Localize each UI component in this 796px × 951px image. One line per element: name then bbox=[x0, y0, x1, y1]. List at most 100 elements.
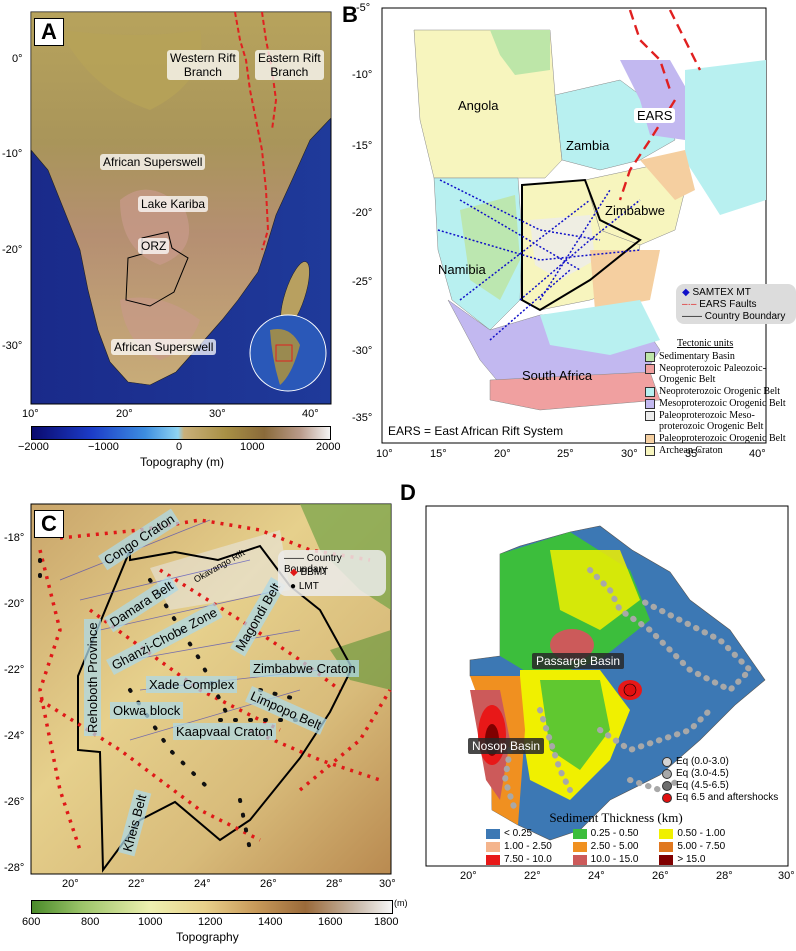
okwa-block-label: Okwa block bbox=[110, 702, 184, 719]
panel-a: A Western Rift Branch Eastern Rift Branc… bbox=[0, 0, 360, 470]
a-cbar-tick: −1000 bbox=[88, 441, 119, 453]
tectonic-legend-item: Neoproterozoic Orogenic Belt bbox=[645, 386, 793, 397]
c-x-tick: 30° bbox=[379, 878, 396, 890]
sediment-legend-item: 5.00 - 7.50 bbox=[659, 841, 746, 852]
tectonic-legend-item: Paleoproterozoic Meso-proterozoic Orogen… bbox=[645, 410, 793, 432]
b-x-tick: 30° bbox=[621, 448, 638, 460]
orz-label: ORZ bbox=[138, 238, 170, 254]
legend-swatch bbox=[645, 364, 655, 374]
rift-faults bbox=[234, 11, 270, 251]
c-x-tick: 26° bbox=[260, 878, 277, 890]
eq-legend-item: Eq (3.0-4.5) bbox=[662, 768, 778, 780]
b-x-tick: 20° bbox=[494, 448, 511, 460]
d-x-tick: 28° bbox=[716, 870, 733, 882]
c-colorbar-label: Topography bbox=[176, 930, 239, 944]
eq-legend: Eq (0.0-3.0) Eq (3.0-4.5) Eq (4.5-6.5) Eq 6… bbox=[662, 756, 778, 804]
d-x-tick: 26° bbox=[652, 870, 669, 882]
c-x-tick: 20° bbox=[62, 878, 79, 890]
legend-swatch bbox=[645, 387, 655, 397]
sediment-legend-item: 10.0 - 15.0 bbox=[572, 854, 660, 865]
b-y-tick: -10° bbox=[352, 69, 373, 81]
legend-swatch bbox=[645, 434, 655, 444]
boundary-line-icon: —— bbox=[284, 553, 304, 564]
south-africa-south bbox=[489, 371, 661, 411]
b-y-tick: -25° bbox=[352, 276, 373, 288]
legend-swatch bbox=[486, 841, 500, 852]
c-x-tick: 24° bbox=[194, 878, 211, 890]
topography-colorbar-a bbox=[31, 426, 331, 440]
a-cbar-tick: 1000 bbox=[240, 441, 265, 453]
a-y-tick: -30° bbox=[2, 340, 23, 352]
sediment-legend-item: < 0.25 bbox=[486, 828, 573, 839]
eq-legend-item: Eq 6.5 and aftershocks bbox=[662, 792, 778, 804]
a-cbar-tick: 0 bbox=[176, 441, 183, 453]
botswana-outline bbox=[125, 231, 189, 307]
legend-swatch bbox=[572, 828, 587, 839]
a-x-tick: 20° bbox=[116, 408, 133, 420]
legend-swatch bbox=[486, 854, 500, 865]
c-cbar-tick: 1000 bbox=[138, 916, 163, 928]
d-x-tick: 20° bbox=[460, 870, 477, 882]
legend-swatch bbox=[645, 352, 655, 362]
legend-swatch bbox=[659, 854, 674, 865]
xade-complex-label: Xade Complex bbox=[146, 676, 238, 693]
samtex-legend: ◆ SAMTEX MT –·– EARS Faults —— Country B… bbox=[676, 284, 796, 324]
c-y-tick: -26° bbox=[4, 796, 25, 808]
c-y-tick: -24° bbox=[4, 730, 25, 742]
south-africa-label: South Africa bbox=[522, 368, 593, 383]
tectonic-legend-item: Neoproterozoic Paleozoic- Orogenic Belt bbox=[645, 363, 793, 385]
tectonic-legend-item: Paleoproterozoic Orogenic Belt bbox=[645, 433, 793, 444]
sediment-legend-item: 0.25 - 0.50 bbox=[572, 828, 660, 839]
legend-swatch bbox=[645, 446, 655, 456]
eq-marker-icon bbox=[662, 781, 672, 791]
zambia-label: Zambia bbox=[566, 138, 610, 153]
topography-colorbar-c bbox=[31, 900, 393, 914]
superswell-north-label: African Superswell bbox=[100, 154, 206, 170]
panel-d-map bbox=[425, 505, 789, 867]
c-x-tick: 28° bbox=[326, 878, 343, 890]
legend-swatch bbox=[572, 854, 587, 865]
a-x-tick: 10° bbox=[22, 408, 39, 420]
ears-label: EARS bbox=[634, 108, 676, 123]
a-colorbar-label: Topography (m) bbox=[140, 455, 225, 469]
tectonic-legend-item: Sedimentary Basin bbox=[645, 351, 793, 362]
eq-marker-icon bbox=[662, 793, 672, 803]
nosop-basin-label: Nosop Basin bbox=[468, 738, 545, 754]
okavango-rift-zone bbox=[150, 530, 290, 610]
zimbabwe-label: Zimbabwe bbox=[605, 203, 665, 218]
a-x-tick: 30° bbox=[209, 408, 226, 420]
rehoboth-province-label: Rehoboth Province bbox=[84, 619, 101, 736]
sediment-legend-title: Sediment Thickness (km) bbox=[549, 810, 683, 825]
a-cbar-tick: −2000 bbox=[18, 441, 49, 453]
legend-swatch bbox=[645, 411, 655, 421]
b-y-tick: -5° bbox=[356, 2, 371, 14]
large-earthquake-marker bbox=[623, 683, 637, 697]
eastern-rift-label: Eastern Rift Branch bbox=[255, 50, 324, 80]
panel-c-letter: C bbox=[34, 510, 64, 538]
eq-legend-item: Eq (4.5-6.5) bbox=[662, 780, 778, 792]
bbmt-marker-icon: ◆ bbox=[290, 567, 298, 578]
b-x-tick: 25° bbox=[557, 448, 574, 460]
tectonic-legend: Tectonic units Sedimentary Basin Neoprote… bbox=[645, 338, 793, 457]
b-x-tick: 35° bbox=[685, 448, 702, 460]
ears-note: EARS = East African Rift System bbox=[388, 424, 564, 438]
b-x-tick: 15° bbox=[430, 448, 447, 460]
sediment-legend-item: 0.50 - 1.00 bbox=[659, 828, 746, 839]
eq-marker-icon bbox=[662, 769, 672, 779]
a-y-tick: -10° bbox=[2, 148, 23, 160]
tectonic-legend-title: Tectonic units bbox=[677, 338, 734, 349]
eq-marker-icon bbox=[662, 757, 672, 767]
b-y-tick: -15° bbox=[352, 140, 373, 152]
panel-d: D Passarge Basin Nosop Basin Eq (0.0-3.0… bbox=[400, 480, 796, 951]
legend-swatch bbox=[645, 399, 655, 409]
kaapvaal-craton-label: Kaapvaal Craton bbox=[173, 723, 276, 740]
panel-b-letter: B bbox=[342, 2, 358, 27]
tectonic-legend-item: Mesoproterozoic Orogenic Belt bbox=[645, 398, 793, 409]
c-y-tick: -28° bbox=[4, 862, 25, 874]
panel-b: B Angola Zambia EARS Zimbabwe Namibia So… bbox=[340, 0, 796, 470]
legend-swatch bbox=[572, 841, 587, 852]
c-cbar-tick: 1800 bbox=[374, 916, 399, 928]
c-cbar-tick: 600 bbox=[22, 916, 41, 928]
sediment-legend-item: > 15.0 bbox=[659, 854, 746, 865]
c-x-tick: 22° bbox=[128, 878, 145, 890]
